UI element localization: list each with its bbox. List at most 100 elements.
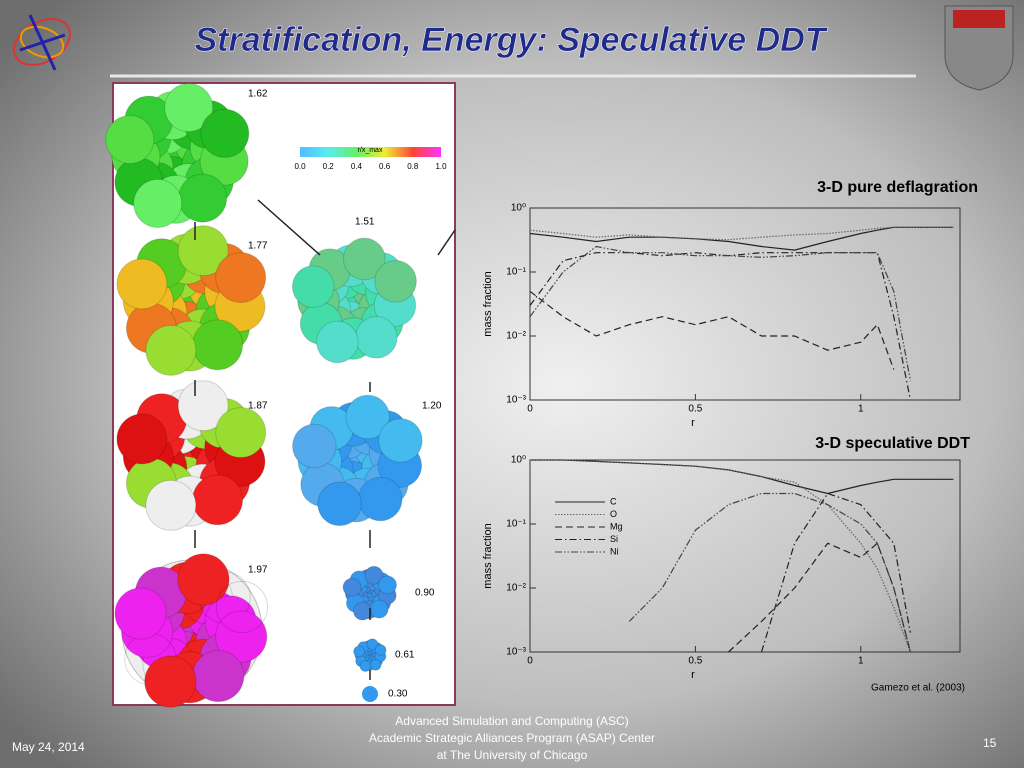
legend-label: Mg — [610, 521, 623, 531]
blob — [164, 83, 214, 133]
blob — [353, 645, 366, 658]
blob — [177, 380, 229, 432]
time-label: 0.90 — [415, 588, 435, 599]
blob — [114, 587, 167, 640]
colorbar-tick: 0.8 — [407, 162, 419, 171]
blob — [358, 476, 403, 522]
x-tick-label: 0 — [527, 656, 533, 667]
time-label: 0.30 — [388, 689, 408, 700]
blob — [378, 418, 423, 463]
time-label: 1.20 — [422, 401, 442, 412]
arrow — [257, 199, 321, 256]
arrow — [437, 229, 456, 256]
blob — [105, 115, 155, 165]
x-tick-label: 1 — [858, 656, 864, 667]
page-number: 15 — [983, 736, 997, 750]
y-tick-label: 10⁻² — [506, 583, 526, 594]
colorbar-tick: 0.2 — [323, 162, 335, 171]
blob — [316, 320, 359, 364]
series-line — [628, 492, 911, 653]
legend-label: C — [610, 496, 617, 506]
legend-label: Ni — [610, 546, 619, 556]
blob — [192, 649, 245, 703]
x-tick-label: 0.5 — [688, 656, 702, 667]
x-tick-label: 0 — [527, 404, 533, 415]
series-line — [530, 459, 911, 653]
blob — [145, 324, 197, 376]
blob — [116, 258, 168, 310]
footer-line: Advanced Simulation and Computing (ASC) — [395, 714, 628, 728]
blob — [355, 316, 398, 359]
colorbar — [300, 147, 441, 157]
series-line — [529, 290, 895, 370]
y-tick-label: 10⁻¹ — [506, 519, 526, 530]
footer-line: at The University of Chicago — [437, 748, 588, 762]
time-label: 1.97 — [248, 565, 268, 576]
y-tick-label: 10⁻¹ — [506, 267, 526, 278]
time-label: 1.77 — [248, 241, 268, 252]
colorbar-tick: 0.6 — [379, 162, 391, 171]
blob — [192, 319, 244, 371]
y-tick-label: 10⁰ — [511, 455, 526, 466]
simulation-image: 1.62 1.77 1.87 1.97 1.51 1.20 0.90 0.61 0.30 r/x_… — [105, 83, 456, 708]
legend-label: Si — [610, 534, 618, 544]
logo — [13, 14, 71, 71]
x-axis-label: r — [691, 417, 695, 429]
blob — [374, 644, 387, 657]
blob — [192, 474, 244, 526]
blob — [200, 108, 250, 158]
blob — [215, 580, 269, 634]
plot-area — [529, 207, 961, 401]
footer-line: Academic Strategic Alliances Program (AS… — [369, 731, 655, 745]
blob — [374, 259, 417, 303]
blob — [177, 553, 230, 606]
blob — [215, 407, 267, 459]
citation: Gamezo et al. (2003) — [871, 683, 965, 694]
blob — [342, 237, 386, 281]
chart-title: 3-D pure deflagration — [817, 179, 978, 196]
x-tick-label: 1 — [858, 404, 864, 415]
series-line — [529, 245, 911, 381]
y-axis-label: mass fraction — [482, 271, 494, 336]
slide-title: Stratification, Energy: Speculative DDT — [194, 21, 828, 59]
colorbar-tick: 0.0 — [294, 162, 306, 171]
series-line — [529, 226, 954, 241]
blob — [378, 575, 397, 595]
plot-area — [529, 459, 961, 653]
blob — [352, 601, 372, 621]
y-axis-label: mass fraction — [482, 523, 494, 588]
blob — [292, 423, 337, 469]
blob — [145, 479, 197, 531]
blob — [215, 252, 267, 304]
blob — [359, 660, 372, 672]
blob — [364, 565, 384, 585]
date: May 24, 2014 — [12, 740, 85, 754]
colorbar-tick: 0.4 — [351, 162, 363, 171]
x-axis-label: r — [691, 669, 695, 681]
blob — [317, 481, 362, 527]
colorbar-label: r/x_max — [358, 147, 383, 154]
blob — [133, 178, 183, 228]
blob — [366, 638, 379, 651]
blob — [144, 655, 197, 708]
blob — [369, 599, 389, 619]
colorbar-tick: 1.0 — [435, 162, 447, 171]
blob — [342, 577, 362, 597]
blob — [215, 610, 268, 663]
legend-label: O — [610, 509, 617, 519]
chart-title: 3-D speculative DDT — [815, 435, 970, 452]
blob — [116, 413, 168, 465]
blob — [291, 265, 335, 308]
blob — [345, 394, 390, 440]
time-label: 1.62 — [248, 89, 268, 100]
blob — [177, 225, 229, 277]
y-tick-label: 10⁻³ — [506, 647, 526, 658]
y-tick-label: 10⁻² — [506, 331, 526, 342]
x-tick-label: 0.5 — [688, 404, 702, 415]
blob — [362, 686, 378, 702]
y-tick-label: 10⁻³ — [506, 395, 526, 406]
time-label: 1.87 — [248, 401, 268, 412]
series-line — [530, 459, 954, 495]
